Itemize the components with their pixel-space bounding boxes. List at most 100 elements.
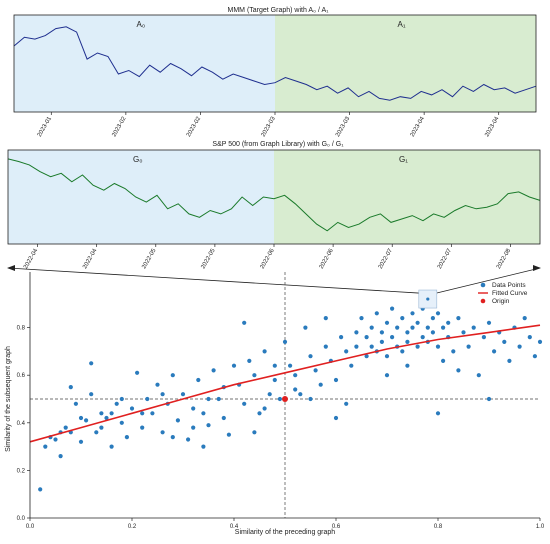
data-point [405,363,410,368]
data-point [170,373,175,378]
data-point [384,354,390,359]
data-point [262,406,267,411]
data-point [298,392,303,397]
data-point [430,330,435,335]
data-point [400,349,405,354]
data-point [257,411,262,416]
region-g1-label: G₁ [399,155,408,164]
x-tick-label: 0.6 [332,524,341,530]
data-point [94,430,99,435]
data-point [441,358,446,363]
data-point [522,316,527,321]
data-point [323,344,328,349]
data-point [451,349,456,354]
data-point [374,311,379,316]
connector-right [436,267,541,294]
data-point [145,396,150,402]
x-tick-label: 2023-02 [186,115,203,138]
data-point [252,430,257,435]
legend-label-origin: Origin [492,298,510,305]
x-tick-label: 2023-01 [37,115,54,138]
x-tick-label: 2022-06 [260,247,277,270]
y-tick-label: 0.6 [17,373,26,379]
data-point [425,325,430,330]
x-axis-label: Similarity of the preceding graph [235,529,335,536]
x-tick-label: 2022-07 [378,247,395,270]
data-point [471,325,476,330]
data-point [175,418,180,423]
data-point [196,377,201,383]
scatter-points [38,306,543,492]
data-point [109,444,114,449]
region-a0-label: A₀ [137,20,146,29]
data-point [135,370,140,375]
target-graph-x-ticks: 2023-01 2023-02 2023-02 2023-03 2023-03 2023-… [37,112,501,138]
data-point [435,311,441,316]
legend-marker-data-points [480,282,486,288]
x-tick-label: 2023-04 [410,115,427,138]
x-tick-label: 2023-04 [484,115,501,138]
data-point [456,368,461,373]
data-point [180,392,186,397]
arrow-left-icon [7,265,15,271]
data-point [38,487,43,492]
data-point [206,396,211,402]
data-point [359,316,364,321]
data-point [129,406,135,411]
data-point [201,444,206,449]
data-point [267,392,272,397]
data-point [99,425,104,430]
data-point [379,330,384,335]
data-point [109,411,114,416]
data-point [160,392,165,397]
data-point [405,330,410,335]
data-point [333,415,339,421]
data-point [160,430,165,435]
region-a0 [14,15,275,112]
data-point [364,335,369,340]
region-g0-label: G₀ [133,155,143,164]
data-point [272,363,277,368]
data-point [282,339,288,344]
data-point [435,411,441,416]
legend: Data Points Fitted Curve Origin [478,282,528,305]
y-axis-label: Similarity of the subsequent graph [5,346,12,452]
similarity-scatter-panel: 0.0 0.2 0.4 0.6 0.8 1.0 0.0 0.2 0.4 0.6 0.8 Simila… [5,272,545,536]
x-tick-label: 2022-06 [319,247,336,270]
data-point [206,423,211,428]
data-point [344,401,349,406]
target-graph-panel: MMM (Target Graph) with A₀ / A₁ A₀ A₁ 20… [13,7,537,138]
data-point [507,358,512,363]
data-point [415,320,420,325]
data-point [405,339,410,344]
data-point [247,358,252,363]
data-point [201,411,206,416]
data-point [481,335,486,340]
data-point [344,349,349,354]
data-point [466,344,471,349]
data-point [532,354,538,359]
x-tick-label: 2023-03 [335,115,352,138]
target-graph-line [13,26,537,101]
data-point [231,363,237,368]
data-point [441,325,446,330]
data-point [124,435,129,440]
data-point [104,415,109,421]
library-graph-panel: S&P 500 (from Graph Library) with G₀ / G… [7,141,541,270]
data-point [252,373,257,378]
data-point [502,339,507,344]
legend-label-data-points: Data Points [492,282,526,289]
x-tick-label: 2022-04 [82,247,99,270]
data-point [288,363,293,368]
data-point [150,411,155,416]
data-point [318,382,323,387]
data-point [191,406,196,411]
data-point [517,344,522,349]
data-point [395,325,400,330]
data-point [369,344,374,349]
data-point [211,368,216,373]
x-tick-label: 2023-03 [261,115,278,138]
data-point [410,311,415,316]
data-point [140,411,145,416]
